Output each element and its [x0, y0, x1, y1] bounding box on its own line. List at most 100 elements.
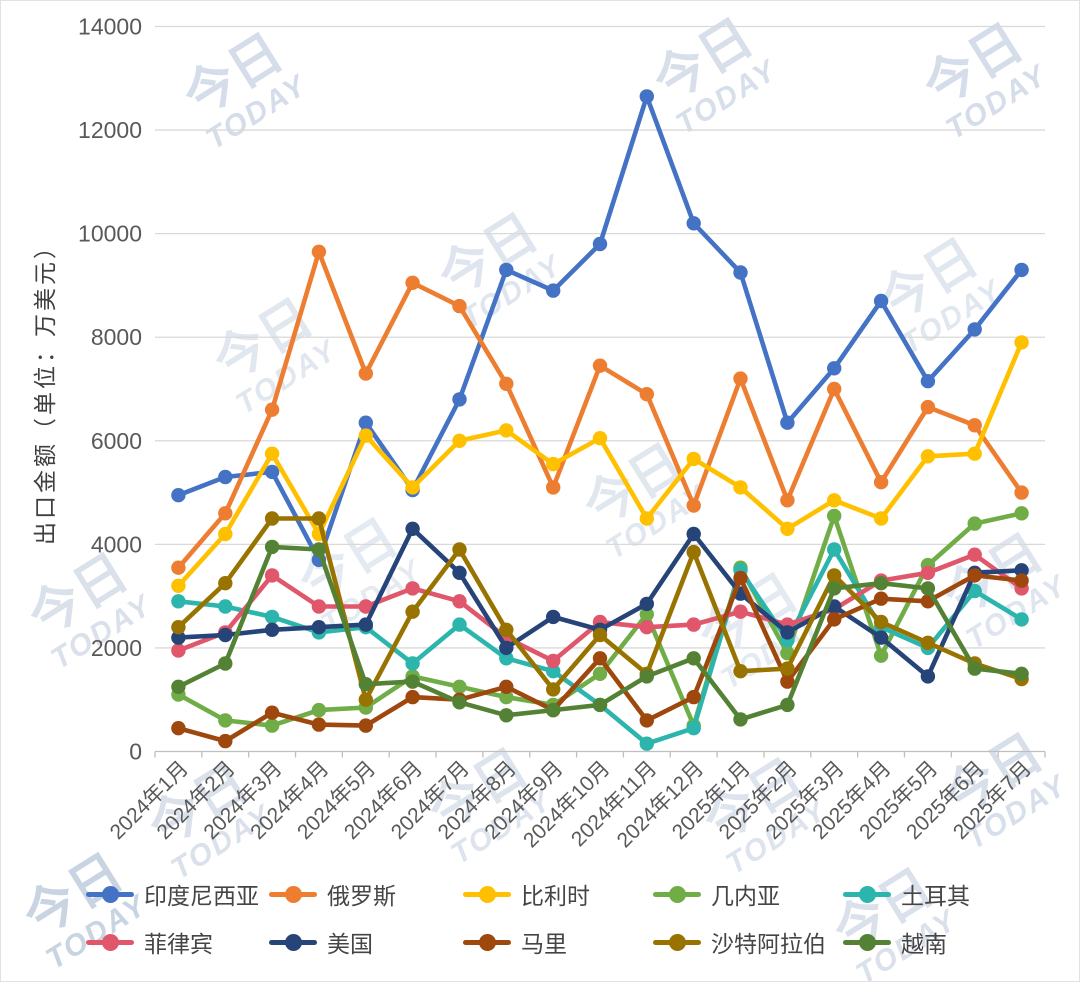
data-point: [405, 689, 420, 705]
legend-item-土耳其: 土耳其: [843, 882, 970, 909]
data-point: [827, 612, 842, 627]
data-point: [358, 617, 373, 632]
data-point: [780, 661, 795, 676]
data-point: [733, 570, 748, 586]
data-point: [920, 374, 936, 389]
data-point: [452, 542, 467, 557]
data-point: [405, 480, 420, 495]
data-point: [264, 718, 280, 733]
data-point: [873, 591, 889, 606]
legend-item-俄罗斯: 俄罗斯: [269, 882, 396, 909]
data-point: [546, 702, 561, 718]
data-point: [1014, 612, 1029, 627]
data-point: [264, 622, 280, 637]
legend-item-比利时: 比利时: [463, 882, 590, 909]
data-point: [499, 689, 514, 705]
data-point: [639, 607, 654, 622]
data-point: [546, 609, 561, 625]
data-point: [264, 705, 280, 720]
data-point: [452, 617, 467, 632]
legend-item-越南: 越南: [843, 930, 947, 957]
data-point: [264, 511, 280, 526]
series-几内亚: [171, 506, 1029, 733]
data-point: [780, 415, 795, 430]
data-point: [452, 298, 467, 314]
y-tick-label: 12000: [78, 117, 142, 143]
legend-marker-icon: [463, 933, 511, 951]
data-point: [1014, 335, 1029, 350]
data-point: [218, 713, 233, 728]
legend-label: 土耳其: [901, 883, 970, 909]
data-point: [967, 418, 982, 433]
data-point: [967, 661, 982, 676]
data-point: [639, 89, 654, 104]
data-point: [873, 511, 889, 526]
data-point: [780, 674, 795, 689]
data-point: [218, 656, 233, 671]
legend-label: 俄罗斯: [327, 883, 396, 909]
data-point: [686, 689, 701, 705]
data-point: [358, 428, 373, 443]
legend-marker-icon: [843, 885, 891, 903]
data-point: [780, 625, 795, 640]
data-point: [873, 475, 889, 490]
legend-marker-icon: [86, 885, 134, 903]
data-point: [311, 599, 327, 614]
series-比利时: [171, 335, 1029, 593]
legend-marker-icon: [269, 885, 317, 903]
data-point: [499, 679, 514, 694]
data-point: [733, 265, 748, 280]
data-point: [873, 614, 889, 630]
data-point: [311, 702, 327, 718]
data-point: [405, 674, 420, 689]
data-point: [827, 542, 842, 557]
legend-label: 马里: [521, 931, 567, 957]
data-point: [358, 366, 373, 381]
data-point: [1014, 485, 1029, 500]
data-point: [171, 630, 186, 645]
data-point: [171, 721, 186, 736]
data-point: [171, 578, 186, 593]
data-point: [546, 653, 561, 669]
legend-item-菲律宾: 菲律宾: [86, 930, 213, 957]
y-tick-label: 10000: [78, 221, 142, 247]
data-point: [218, 599, 233, 614]
data-point: [218, 576, 233, 591]
data-point: [1014, 506, 1029, 521]
legend-item-马里: 马里: [463, 930, 567, 957]
data-point: [499, 651, 514, 666]
data-point: [827, 493, 842, 508]
y-tick-label: 8000: [91, 324, 142, 350]
data-point: [499, 622, 514, 637]
y-tick-label: 14000: [78, 14, 142, 40]
data-point: [546, 456, 561, 472]
legend-label: 几内亚: [711, 883, 780, 909]
data-point: [873, 630, 889, 645]
data-point: [171, 594, 186, 609]
data-point: [827, 361, 842, 376]
data-point: [873, 576, 889, 591]
legend-marker-icon: [86, 933, 134, 951]
data-point: [639, 736, 654, 751]
data-point: [639, 387, 654, 402]
data-point: [171, 620, 186, 635]
y-tick-label: 6000: [91, 428, 142, 454]
data-point: [733, 664, 748, 679]
data-point: [967, 446, 982, 461]
data-point: [592, 236, 608, 252]
legend-label: 菲律宾: [144, 931, 213, 957]
legend-marker-icon: [843, 933, 891, 951]
data-point: [546, 664, 561, 679]
data-point: [639, 713, 654, 728]
data-point: [171, 643, 186, 658]
data-point: [686, 526, 701, 542]
data-point: [452, 565, 467, 580]
data-point: [827, 581, 842, 596]
data-point: [171, 560, 186, 575]
data-point: [1014, 262, 1029, 278]
data-point: [686, 216, 701, 231]
data-point: [546, 283, 561, 298]
data-point: [686, 721, 701, 736]
